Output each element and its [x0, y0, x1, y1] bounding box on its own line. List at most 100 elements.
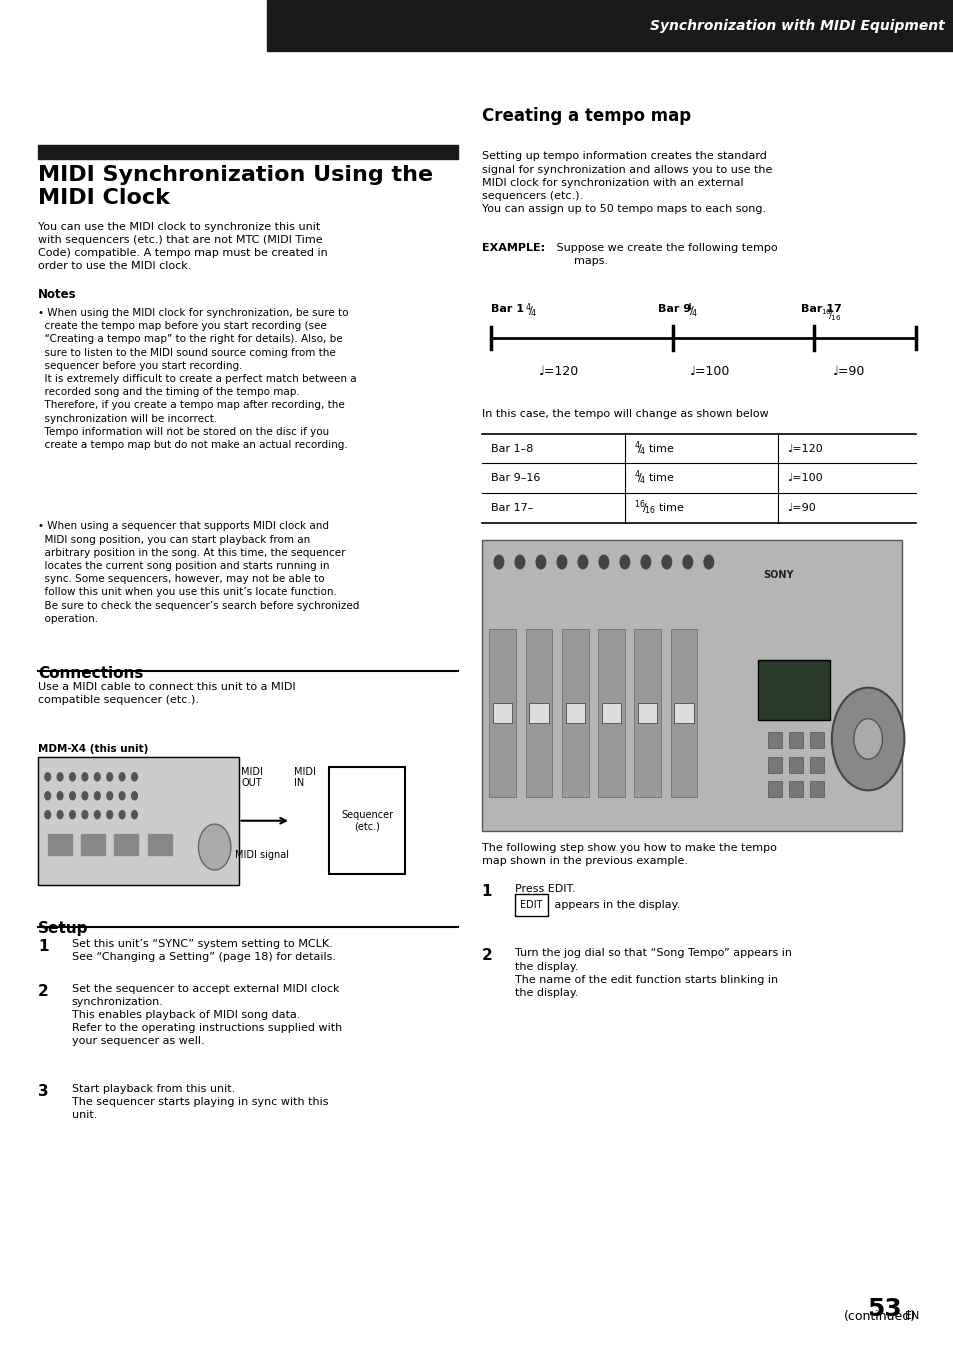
Circle shape	[578, 555, 587, 569]
Circle shape	[45, 792, 51, 800]
Circle shape	[57, 792, 63, 800]
Text: $^4\!/\!_4$ time: $^4\!/\!_4$ time	[634, 469, 675, 488]
Circle shape	[70, 773, 75, 781]
Circle shape	[45, 811, 51, 819]
Circle shape	[45, 773, 51, 781]
Bar	[48, 834, 71, 855]
Text: Bar 9: Bar 9	[658, 304, 691, 313]
Text: ♩=100: ♩=100	[689, 365, 729, 378]
Circle shape	[57, 811, 63, 819]
Bar	[329, 767, 405, 874]
Circle shape	[494, 555, 503, 569]
Circle shape	[119, 792, 125, 800]
Text: 3: 3	[38, 1084, 49, 1098]
Text: $^{16}\!/\!_{16}$: $^{16}\!/\!_{16}$	[821, 307, 841, 323]
Bar	[114, 834, 138, 855]
Bar	[758, 659, 829, 720]
Text: • When using the MIDI clock for synchronization, be sure to
  create the tempo m: • When using the MIDI clock for synchron…	[38, 308, 356, 450]
Circle shape	[132, 811, 137, 819]
Text: Bar 1: Bar 1	[491, 304, 524, 313]
Text: MIDI
IN: MIDI IN	[294, 767, 315, 789]
Text: Turn the jog dial so that “Song Tempo” appears in
the display.
The name of the e: Turn the jog dial so that “Song Tempo” a…	[515, 948, 791, 998]
Bar	[788, 757, 802, 773]
Text: You can use the MIDI clock to synchronize this unit
with sequencers (etc.) that : You can use the MIDI clock to synchroniz…	[38, 222, 328, 272]
Circle shape	[132, 773, 137, 781]
Circle shape	[119, 811, 125, 819]
Circle shape	[515, 555, 524, 569]
Bar	[38, 757, 238, 885]
Bar	[561, 628, 588, 797]
Text: Start playback from this unit.
The sequencer starts playing in sync with this
un: Start playback from this unit. The seque…	[71, 1084, 328, 1120]
Bar	[767, 757, 781, 773]
Text: Suppose we create the following tempo
      maps.: Suppose we create the following tempo ma…	[553, 243, 777, 266]
Bar	[809, 732, 823, 748]
Bar	[38, 757, 238, 885]
Text: Bar 17: Bar 17	[801, 304, 841, 313]
Bar	[525, 628, 552, 797]
Text: MDM-X4 (this unit): MDM-X4 (this unit)	[38, 744, 149, 754]
Circle shape	[682, 555, 692, 569]
Text: EDIT: EDIT	[519, 900, 542, 911]
Text: Notes: Notes	[38, 288, 76, 301]
Circle shape	[661, 555, 671, 569]
Circle shape	[619, 555, 629, 569]
Text: $^4\!/\!_4$: $^4\!/\!_4$	[524, 301, 537, 320]
Circle shape	[70, 811, 75, 819]
Circle shape	[82, 773, 88, 781]
Bar	[767, 781, 781, 797]
Text: Sequencer
(etc.): Sequencer (etc.)	[341, 809, 393, 832]
Circle shape	[119, 773, 125, 781]
Bar	[638, 703, 657, 723]
Text: Bar 17–: Bar 17–	[491, 503, 533, 513]
Circle shape	[703, 555, 713, 569]
Circle shape	[82, 811, 88, 819]
Bar	[674, 703, 693, 723]
Text: ♩=120: ♩=120	[538, 365, 578, 378]
Bar	[788, 732, 802, 748]
Circle shape	[82, 792, 88, 800]
Text: $^{16}\!/\!_{16}$ time: $^{16}\!/\!_{16}$ time	[634, 499, 684, 517]
Circle shape	[132, 792, 137, 800]
Circle shape	[107, 773, 112, 781]
Bar	[601, 703, 620, 723]
Circle shape	[94, 792, 100, 800]
Text: 1: 1	[481, 884, 492, 898]
Text: Connections: Connections	[38, 666, 143, 681]
Text: EXAMPLE:: EXAMPLE:	[481, 243, 544, 253]
Text: The following step show you how to make the tempo
map shown in the previous exam: The following step show you how to make …	[481, 843, 776, 866]
Circle shape	[94, 811, 100, 819]
Bar	[788, 781, 802, 797]
Text: In this case, the tempo will change as shown below: In this case, the tempo will change as s…	[481, 409, 768, 419]
Text: • When using a sequencer that supports MIDI clock and
  MIDI song position, you : • When using a sequencer that supports M…	[38, 521, 359, 624]
Bar	[767, 732, 781, 748]
Bar	[148, 834, 172, 855]
Text: 53: 53	[866, 1297, 901, 1321]
Bar	[515, 894, 547, 916]
Bar	[565, 703, 584, 723]
Text: (continued): (continued)	[842, 1310, 915, 1324]
Text: 1: 1	[38, 939, 49, 954]
Text: 2: 2	[481, 948, 492, 963]
Bar	[598, 628, 624, 797]
Circle shape	[70, 792, 75, 800]
Text: Press EDIT.: Press EDIT.	[515, 884, 575, 893]
Bar	[81, 834, 105, 855]
Bar	[529, 703, 548, 723]
Circle shape	[94, 773, 100, 781]
Bar	[809, 781, 823, 797]
Text: SONY: SONY	[762, 570, 793, 581]
Text: Synchronization with MIDI Equipment: Synchronization with MIDI Equipment	[649, 19, 943, 32]
Text: ♩=90: ♩=90	[786, 503, 815, 513]
Bar	[489, 628, 516, 797]
Circle shape	[831, 688, 903, 790]
Text: $^4\!/\!_4$: $^4\!/\!_4$	[685, 301, 698, 320]
Text: ♩=120: ♩=120	[786, 443, 821, 454]
Text: Set this unit’s “SYNC” system setting to MCLK.
See “Changing a Setting” (page 18: Set this unit’s “SYNC” system setting to…	[71, 939, 335, 962]
Circle shape	[598, 555, 608, 569]
Circle shape	[557, 555, 566, 569]
Text: EN: EN	[903, 1312, 919, 1321]
Text: $^4\!/\!_4$ time: $^4\!/\!_4$ time	[634, 439, 675, 458]
Bar	[267, 0, 953, 51]
Bar	[481, 540, 901, 831]
Text: Use a MIDI cable to connect this unit to a MIDI
compatible sequencer (etc.).: Use a MIDI cable to connect this unit to…	[38, 682, 295, 705]
